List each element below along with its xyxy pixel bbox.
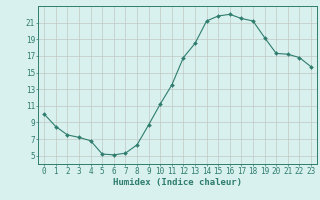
X-axis label: Humidex (Indice chaleur): Humidex (Indice chaleur) <box>113 178 242 187</box>
